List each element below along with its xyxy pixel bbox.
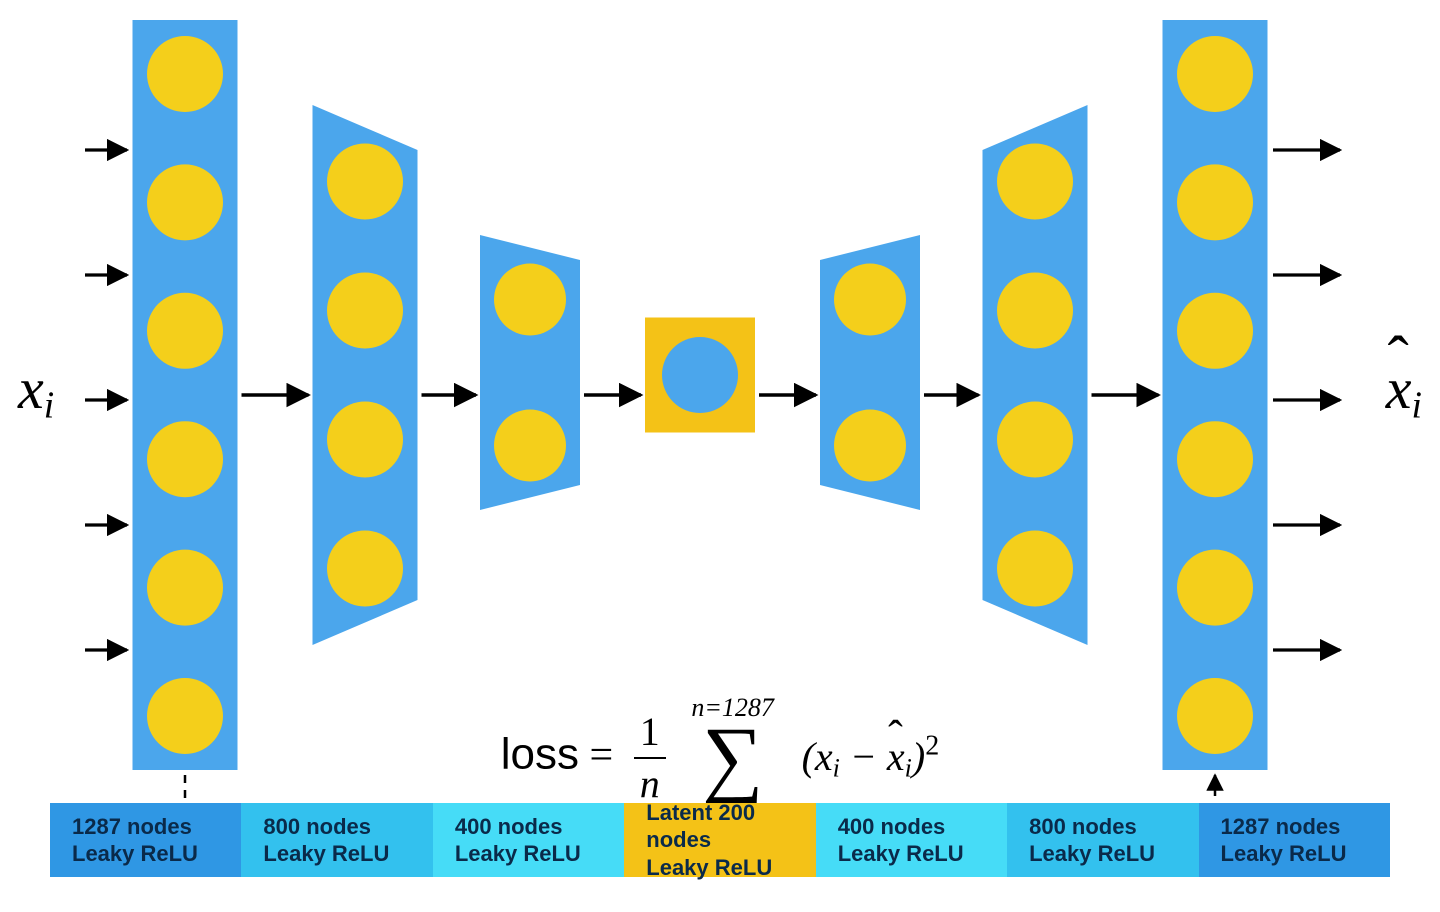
node bbox=[327, 531, 403, 607]
legend-cell-3: Latent 200 nodesLeaky ReLU bbox=[624, 803, 815, 877]
node bbox=[147, 36, 223, 112]
layer-L3 bbox=[480, 235, 580, 510]
legend-line2: Leaky ReLU bbox=[1221, 840, 1347, 868]
node bbox=[1177, 36, 1253, 112]
legend-cell-1: 800 nodesLeaky ReLU bbox=[241, 803, 432, 877]
legend-line1: Latent 200 nodes bbox=[646, 799, 815, 854]
legend-line2: Leaky ReLU bbox=[455, 840, 581, 868]
node bbox=[147, 550, 223, 626]
node bbox=[1177, 421, 1253, 497]
legend-line1: 1287 nodes bbox=[1221, 813, 1341, 841]
legend-cell-4: 400 nodesLeaky ReLU bbox=[816, 803, 1007, 877]
input-label: xi bbox=[18, 355, 54, 427]
node bbox=[1177, 550, 1253, 626]
layer-L7 bbox=[1163, 20, 1268, 770]
node bbox=[1177, 164, 1253, 240]
legend-cell-0: 1287 nodesLeaky ReLU bbox=[50, 803, 241, 877]
legend-line1: 400 nodes bbox=[455, 813, 563, 841]
legend-line1: 1287 nodes bbox=[72, 813, 192, 841]
output-label: xi bbox=[1386, 355, 1422, 427]
layer-L5 bbox=[820, 235, 920, 510]
node bbox=[1177, 293, 1253, 369]
node bbox=[327, 402, 403, 478]
layer-latent bbox=[645, 318, 755, 433]
node bbox=[494, 264, 566, 336]
node bbox=[997, 531, 1073, 607]
legend-line2: Leaky ReLU bbox=[72, 840, 198, 868]
node bbox=[327, 273, 403, 349]
node bbox=[997, 402, 1073, 478]
node bbox=[997, 144, 1073, 220]
node bbox=[834, 410, 906, 482]
legend-line2: Leaky ReLU bbox=[646, 854, 772, 882]
node bbox=[147, 164, 223, 240]
node bbox=[494, 410, 566, 482]
legend-row: 1287 nodesLeaky ReLU800 nodesLeaky ReLU4… bbox=[50, 803, 1390, 877]
layer-L1 bbox=[133, 20, 238, 770]
legend-line2: Leaky ReLU bbox=[1029, 840, 1155, 868]
legend-cell-5: 800 nodesLeaky ReLU bbox=[1007, 803, 1198, 877]
node bbox=[327, 144, 403, 220]
layer-L6 bbox=[983, 105, 1088, 645]
node bbox=[147, 421, 223, 497]
node bbox=[147, 293, 223, 369]
node bbox=[997, 273, 1073, 349]
node bbox=[834, 264, 906, 336]
legend-line2: Leaky ReLU bbox=[838, 840, 964, 868]
legend-cell-2: 400 nodesLeaky ReLU bbox=[433, 803, 624, 877]
layer-L2 bbox=[313, 105, 418, 645]
legend-line1: 800 nodes bbox=[1029, 813, 1137, 841]
legend-line2: Leaky ReLU bbox=[263, 840, 389, 868]
legend-line1: 800 nodes bbox=[263, 813, 371, 841]
autoencoder-diagram: xi xi loss = 1 n n=1287 ∑ i=1 (xi − xi)2… bbox=[0, 0, 1440, 912]
legend-line1: 400 nodes bbox=[838, 813, 946, 841]
legend-cell-6: 1287 nodesLeaky ReLU bbox=[1199, 803, 1390, 877]
